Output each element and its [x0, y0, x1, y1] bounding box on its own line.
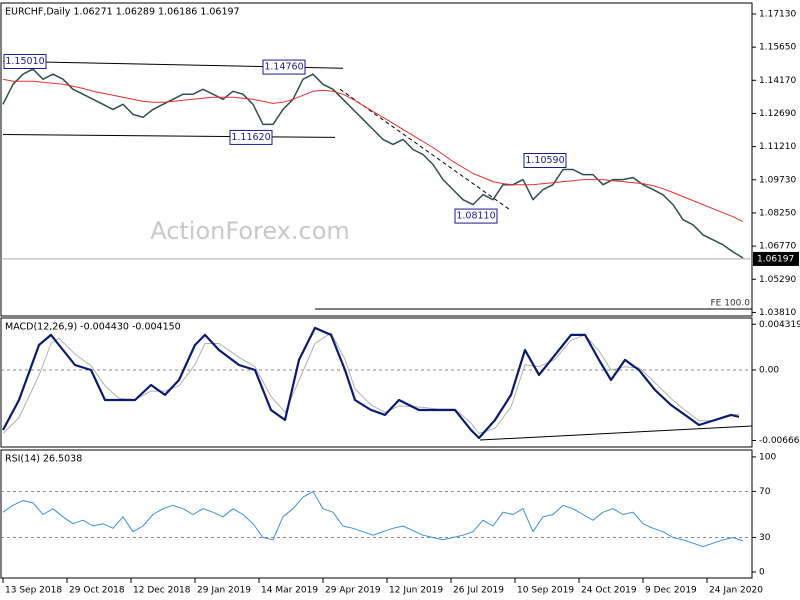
watermark: ActionForex.com — [150, 217, 350, 245]
y-tick-label: 1.15650 — [759, 43, 796, 53]
annotation-box — [454, 208, 498, 224]
panel-frame — [0, 317, 753, 448]
y-tick-label: 1.03810 — [759, 308, 796, 318]
y-tick-label: 30 — [759, 533, 771, 543]
x-tick-label: 29 Jan 2019 — [197, 586, 251, 596]
panel-frame — [0, 449, 753, 579]
y-tick-label: 1.05290 — [759, 275, 796, 285]
annotation-box — [3, 53, 47, 69]
panel-frame — [0, 2, 753, 317]
annotation-label: 1.10590 — [525, 155, 564, 166]
y-tick-label: 0.00 — [759, 365, 779, 375]
y-tick-label: 0 — [759, 568, 765, 578]
annotation-box — [262, 59, 306, 75]
trend-line — [479, 425, 753, 441]
x-tick-label: 29 Apr 2019 — [325, 586, 381, 596]
x-tick-label: 29 Oct 2018 — [69, 586, 125, 596]
x-tick-label: 9 Dec 2019 — [645, 586, 697, 596]
x-tick-label: 14 Mar 2019 — [261, 586, 318, 596]
y-tick-label: 70 — [759, 487, 771, 497]
series-line — [2, 326, 740, 440]
x-tick-label: 12 Dec 2018 — [133, 586, 191, 596]
y-tick-label: 1.14170 — [759, 76, 796, 86]
y-tick-label: 0.004319 — [759, 320, 800, 330]
x-tick-label: 24 Oct 2019 — [581, 586, 637, 596]
last-price-box — [753, 251, 799, 266]
trend-line — [2, 134, 336, 138]
x-tick-label: 12 Jun 2019 — [389, 586, 443, 596]
panel-title: EURCHF,Daily 1.06271 1.06289 1.06186 1.0… — [5, 7, 240, 18]
series-line — [2, 78, 744, 223]
y-tick-label: 1.17130 — [759, 9, 796, 19]
y-tick-label: 100 — [759, 452, 776, 462]
y-tick-label: 1.12690 — [759, 109, 796, 119]
x-tick-label: 10 Sep 2019 — [517, 586, 574, 596]
annotation-label: 1.14760 — [264, 62, 303, 73]
annotation-box — [523, 153, 567, 169]
series-line — [2, 68, 744, 259]
y-tick-label: 1.08250 — [759, 208, 796, 218]
y-tick-label: 1.09730 — [759, 175, 796, 185]
x-tick-label: 13 Sep 2018 — [5, 586, 62, 596]
x-tick-label: 26 Jul 2019 — [453, 586, 504, 596]
annotation-box — [229, 129, 273, 145]
x-tick-label: 24 Jan 2020 — [709, 586, 763, 596]
annotation-label: 1.08110 — [456, 211, 495, 222]
panel-title: RSI(14) 26.5038 — [5, 454, 82, 465]
annotation-label: 1.15010 — [5, 56, 44, 67]
annotation-label: 1.11620 — [231, 132, 270, 143]
series-line — [2, 490, 744, 548]
panel-title: MACD(12,26,9) -0.004430 -0.004150 — [5, 322, 181, 333]
y-tick-label: 1.11210 — [759, 142, 796, 152]
last-price-label: 1.06197 — [757, 254, 794, 264]
y-tick-label: -0.006663 — [759, 436, 800, 446]
y-tick-label: 1.06770 — [759, 242, 796, 252]
fe-label: FE 100.0 — [711, 299, 751, 309]
